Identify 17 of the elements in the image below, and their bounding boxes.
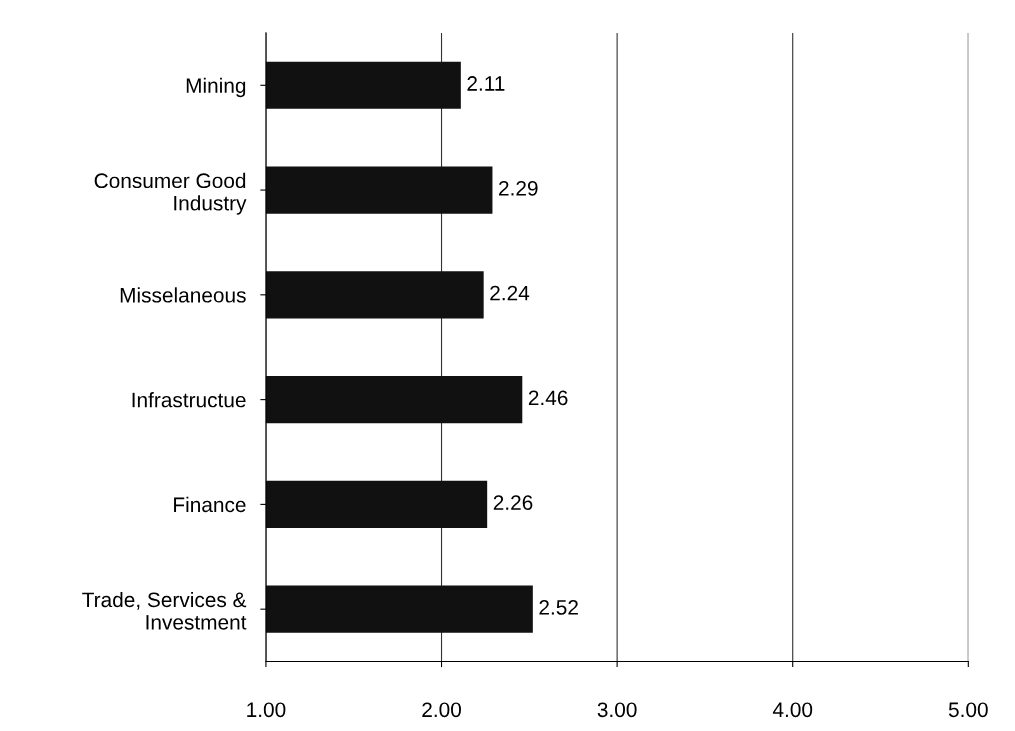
data-label: 2.24 [490,285,530,301]
y-tick-label: Finance [174,496,246,513]
data-label: 2.46 [528,390,568,406]
x-tick-label: 4.00 [772,702,813,718]
x-tick-label: 2.00 [422,702,461,718]
data-label: 2.26 [493,495,533,510]
data-label: 2.29 [499,180,538,196]
y-tick-label: Mining [186,77,246,98]
y-tick-label: Misselaneous [120,287,246,303]
x-tick-label: 5.00 [948,702,988,718]
y-tick-label: Trade, Services & Investment [82,591,247,630]
y-tick-label: Infrastructue [132,392,246,408]
x-tick-label: 1.00 [247,702,286,718]
data-label: 2.52 [539,600,578,615]
y-tick-label: Consumer Good Industry [94,172,247,215]
x-tick-label: 3.00 [597,702,637,718]
data-label: 2.11 [467,76,505,91]
